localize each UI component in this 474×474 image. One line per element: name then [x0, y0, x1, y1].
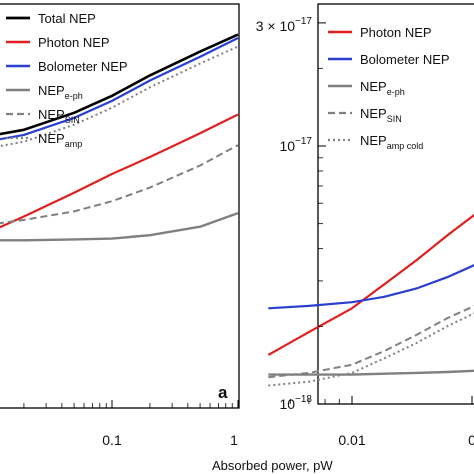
panel-a-series-1: [0, 113, 239, 229]
panel-b-legend-label-0: Photon NEP: [360, 25, 432, 40]
panel-b-legend-label-3: NEPSIN: [360, 106, 402, 124]
panel-b-legend-label-4: NEPamp cold: [360, 133, 423, 151]
panel-a-series-3: [0, 211, 239, 242]
panel-a-legend-label-5: NEPamp: [38, 131, 82, 149]
panel-a-series-4: [0, 144, 239, 225]
panel-a-xtick-label-1: 1: [230, 432, 238, 448]
panel-a-frame: [0, 3, 240, 409]
panel-b-ytick-label-0: 3 × 10−17: [256, 16, 313, 34]
x-axis-label: Absorbed power, pW: [212, 458, 333, 473]
panel-b-series-0: [267, 213, 474, 356]
panel-a-legend-label-1: Photon NEP: [38, 35, 110, 50]
panel-b-ytick-label-1: 10−17: [279, 136, 312, 154]
panel-b-series-3: [268, 304, 474, 379]
panel-a-legend-label-4: NEPSIN: [38, 107, 80, 125]
panel-a: 0.1 1 Total NEP Photon NEP Bolometer NEP NEP…: [0, 3, 240, 448]
panel-a-series-2: [0, 37, 239, 141]
panel-a-legend-label-3: NEPe-ph: [38, 83, 83, 101]
panel-a-series-5: [0, 45, 239, 148]
panel-b-xtick-label-0: 0.01: [338, 432, 365, 448]
panel-b-frame: [317, 3, 474, 405]
panel-a-xtick-label-0: 0.1: [102, 432, 122, 448]
panel-b: 3 × 10−17 10−17 10−18 0.01 0 Photon NEP Bolom…: [256, 3, 474, 448]
panel-a-legend-label-0: Total NEP: [38, 11, 96, 26]
panel-a-label: a: [218, 383, 228, 402]
panel-a-series-0: [0, 33, 239, 136]
panel-b-xtick-label-1: 0: [468, 432, 474, 448]
panel-b-legend-label-1: Bolometer NEP: [360, 52, 450, 67]
panel-b-legend-label-2: NEPe-ph: [360, 79, 405, 97]
panel-b-series-2: [268, 369, 474, 376]
panel-a-legend-label-2: Bolometer NEP: [38, 59, 128, 74]
panel-b-ytick-label-2: 10−18: [279, 394, 312, 412]
panel-b-series-1: [268, 264, 474, 310]
